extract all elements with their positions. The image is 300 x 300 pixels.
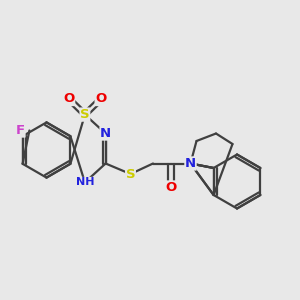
Text: F: F bbox=[16, 124, 25, 137]
Text: NH: NH bbox=[76, 177, 94, 188]
Text: O: O bbox=[63, 92, 75, 106]
Text: S: S bbox=[126, 167, 135, 181]
Text: N: N bbox=[100, 127, 111, 140]
Text: O: O bbox=[165, 181, 177, 194]
Text: S: S bbox=[80, 108, 90, 121]
Text: N: N bbox=[185, 157, 196, 170]
Text: O: O bbox=[95, 92, 106, 106]
